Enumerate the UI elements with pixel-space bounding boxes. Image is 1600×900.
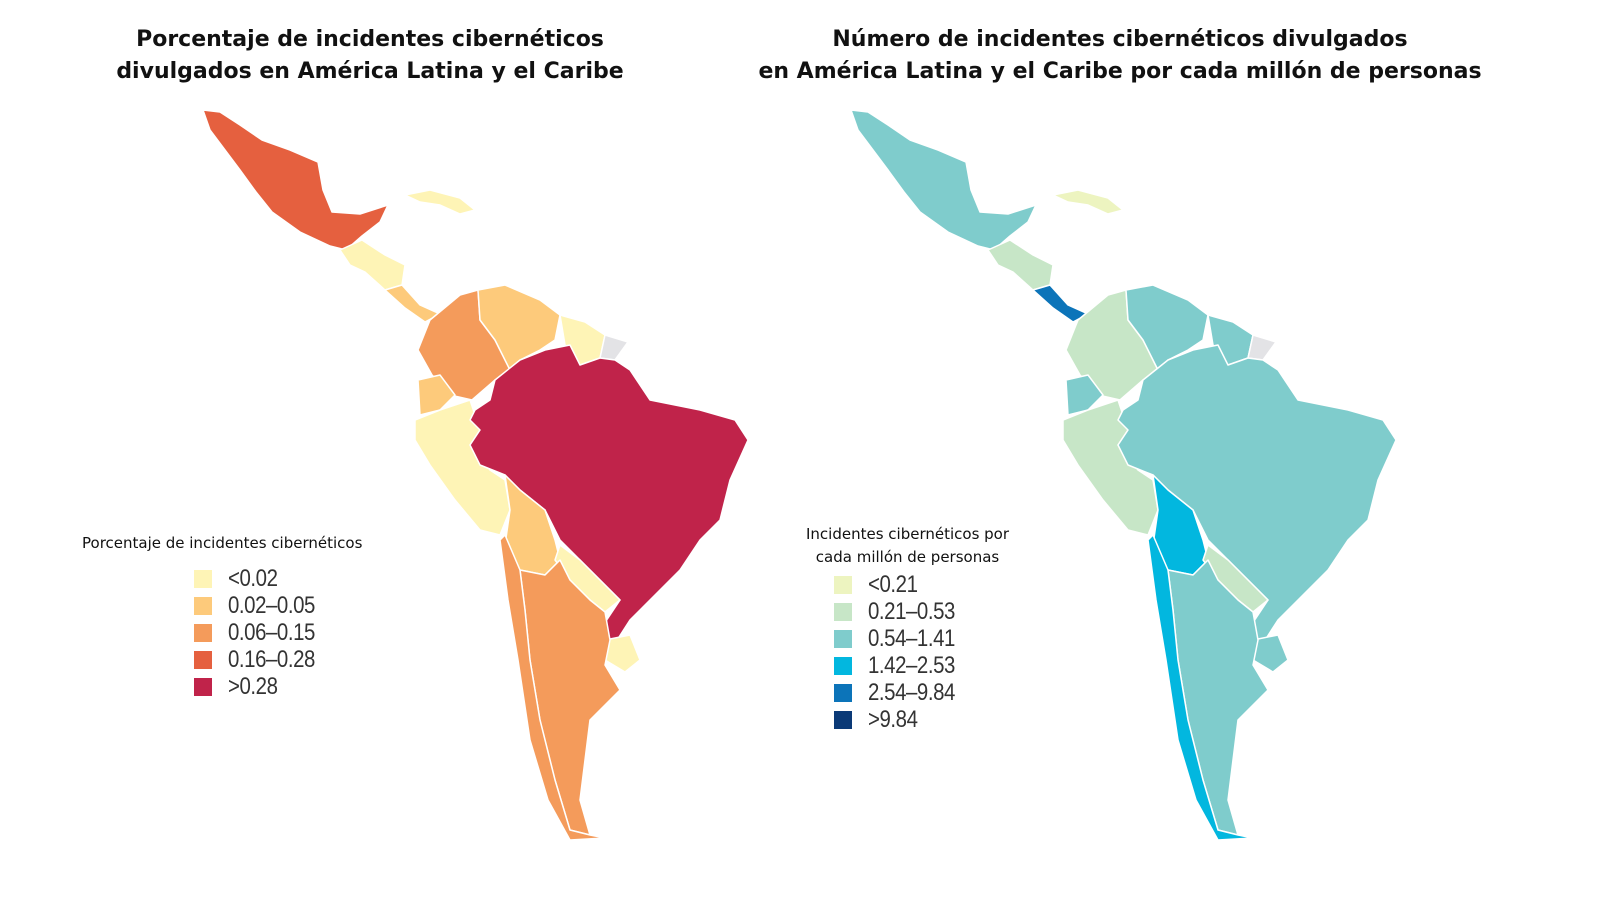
- legend-swatch: [834, 656, 852, 675]
- legend-label: <0.21: [868, 570, 918, 598]
- region-venezuela: [477, 284, 561, 371]
- legend-item: >9.84: [834, 706, 1009, 733]
- region-ecuador: [1065, 374, 1104, 416]
- legend-item: 0.06–0.15: [194, 619, 362, 646]
- legend-swatch: [194, 677, 212, 696]
- legend-swatch: [194, 650, 212, 669]
- legend-label: <0.02: [228, 564, 278, 592]
- legend-item: 2.54–9.84: [834, 679, 1009, 706]
- legend-title: Incidentes cibernéticos por cada millón …: [806, 525, 1010, 566]
- map-title-percentage: Porcentaje de incidentes cibernéticos di…: [116, 27, 624, 84]
- region-ecuador: [417, 374, 456, 416]
- legend-swatch: [834, 629, 852, 648]
- map-title-per-million: Número de incidentes cibernéticos divulg…: [758, 27, 1482, 84]
- legend-item: 0.21–0.53: [834, 598, 1009, 625]
- legend-swatch: [194, 596, 212, 615]
- legend-item: 1.42–2.53: [834, 652, 1009, 679]
- legend-item: 0.54–1.41: [834, 625, 1009, 652]
- legend-label: >9.84: [868, 705, 918, 733]
- legend-item: <0.21: [834, 571, 1009, 598]
- region-chile: [499, 534, 606, 841]
- region-mexico: [202, 109, 389, 251]
- legend-label: >0.28: [228, 672, 278, 700]
- region-caribbean: [1052, 189, 1124, 215]
- legend-item: >0.28: [194, 673, 362, 700]
- region-venezuela: [1125, 284, 1209, 371]
- legend-swatch: [834, 602, 852, 621]
- legend-item: 0.02–0.05: [194, 592, 362, 619]
- region-central-america-south: [384, 284, 441, 323]
- legend-label: 0.02–0.05: [228, 591, 315, 619]
- map-percentage: [202, 109, 749, 841]
- legend-label: 0.21–0.53: [868, 597, 955, 625]
- region-brazil: [469, 344, 749, 649]
- legend-label: 0.54–1.41: [868, 624, 955, 652]
- region-french-guiana: [1247, 334, 1277, 361]
- map-per-million: [850, 109, 1397, 841]
- region-french-guiana: [599, 334, 629, 361]
- legend-label: 2.54–9.84: [868, 678, 955, 706]
- legend-per-million: Incidentes cibernéticos por cada millón …: [806, 523, 1009, 733]
- legend-swatch: [194, 623, 212, 642]
- legend-label: 0.16–0.28: [228, 645, 315, 673]
- region-central-america: [987, 239, 1054, 291]
- legend-label: 1.42–2.53: [868, 651, 955, 679]
- legend-swatch: [834, 683, 852, 702]
- region-chile: [1147, 534, 1254, 841]
- legend-swatch: [834, 575, 852, 594]
- region-central-america: [339, 239, 406, 291]
- region-caribbean: [404, 189, 476, 215]
- legend-percentage: Porcentaje de incidentes cibernéticos <0…: [82, 532, 362, 700]
- region-central-america-south: [1032, 284, 1089, 323]
- legend-title: Porcentaje de incidentes cibernéticos: [82, 534, 363, 552]
- legend-item: 0.16–0.28: [194, 646, 362, 673]
- legend-swatch: [194, 569, 212, 588]
- legend-swatch: [834, 710, 852, 729]
- region-mexico: [850, 109, 1037, 251]
- legend-item: <0.02: [194, 565, 362, 592]
- legend-label: 0.06–0.15: [228, 618, 315, 646]
- region-brazil: [1117, 344, 1397, 649]
